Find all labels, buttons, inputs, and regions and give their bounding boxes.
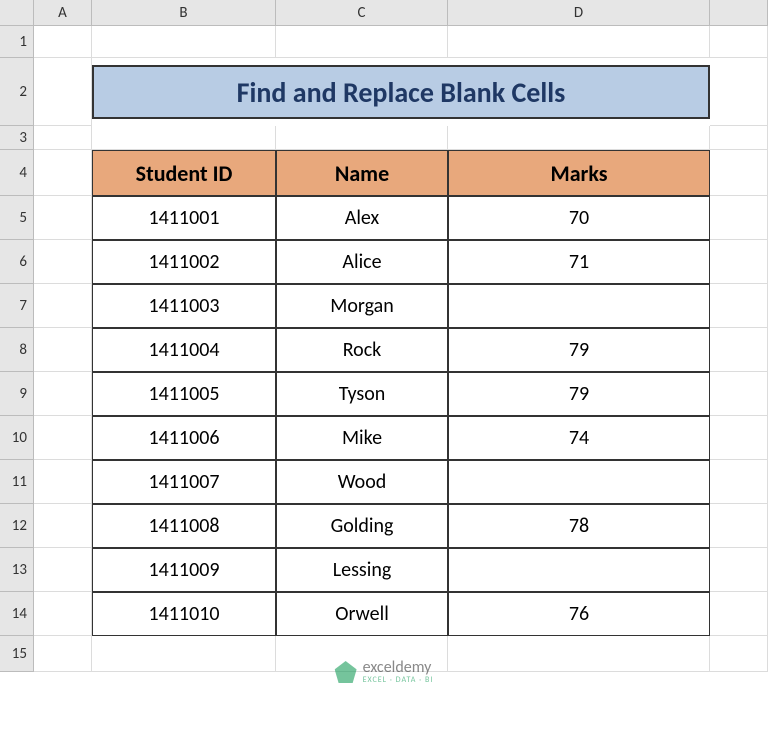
cell-E3[interactable] xyxy=(710,126,768,150)
cell-A12[interactable] xyxy=(34,504,92,548)
cell-A1[interactable] xyxy=(34,26,92,58)
cell-A7[interactable] xyxy=(34,284,92,328)
row-header-5[interactable]: 5 xyxy=(0,196,34,240)
row-header-6[interactable]: 6 xyxy=(0,240,34,284)
row-header-1[interactable]: 1 xyxy=(0,26,34,58)
cell-E4[interactable] xyxy=(710,150,768,196)
cell-D14[interactable]: 76 xyxy=(448,592,710,636)
col-header-A[interactable]: A xyxy=(34,0,92,26)
select-all-corner[interactable] xyxy=(0,0,34,26)
cell-B13[interactable]: 1411009 xyxy=(92,548,276,592)
cell-A15[interactable] xyxy=(34,636,92,672)
cell-D15[interactable] xyxy=(448,636,710,672)
cell-E15[interactable] xyxy=(710,636,768,672)
cell-C10[interactable]: Mike xyxy=(276,416,448,460)
cell-B7[interactable]: 1411003 xyxy=(92,284,276,328)
row-header-10[interactable]: 10 xyxy=(0,416,34,460)
row-header-12[interactable]: 12 xyxy=(0,504,34,548)
cell-C14[interactable]: Orwell xyxy=(276,592,448,636)
cell-C9[interactable]: Tyson xyxy=(276,372,448,416)
col-header-C[interactable]: C xyxy=(276,0,448,26)
cell-E12[interactable] xyxy=(710,504,768,548)
cell-D7[interactable] xyxy=(448,284,710,328)
cell-B1[interactable] xyxy=(92,26,276,58)
cell-D11[interactable] xyxy=(448,460,710,504)
row-header-9[interactable]: 9 xyxy=(0,372,34,416)
cell-A10[interactable] xyxy=(34,416,92,460)
cell-B9[interactable]: 1411005 xyxy=(92,372,276,416)
cell-B6[interactable]: 1411002 xyxy=(92,240,276,284)
cell-D3[interactable] xyxy=(448,126,710,150)
cell-C13[interactable]: Lessing xyxy=(276,548,448,592)
cell-A5[interactable] xyxy=(34,196,92,240)
cell-E10[interactable] xyxy=(710,416,768,460)
col-header-D[interactable]: D xyxy=(448,0,710,26)
cell-D5[interactable]: 70 xyxy=(448,196,710,240)
cell-E5[interactable] xyxy=(710,196,768,240)
cell-D10[interactable]: 74 xyxy=(448,416,710,460)
cell-E1[interactable] xyxy=(710,26,768,58)
cell-E11[interactable] xyxy=(710,460,768,504)
cell-C3[interactable] xyxy=(276,126,448,150)
cell-E13[interactable] xyxy=(710,548,768,592)
cell-B12[interactable]: 1411008 xyxy=(92,504,276,548)
cell-D8[interactable]: 79 xyxy=(448,328,710,372)
cell-B3[interactable] xyxy=(92,126,276,150)
title-text: Find and Replace Blank Cells xyxy=(92,65,710,119)
cell-C7[interactable]: Morgan xyxy=(276,284,448,328)
cell-C15[interactable] xyxy=(276,636,448,672)
cell-E2[interactable] xyxy=(710,58,768,126)
cell-B15[interactable] xyxy=(92,636,276,672)
row-header-7[interactable]: 7 xyxy=(0,284,34,328)
cell-A14[interactable] xyxy=(34,592,92,636)
table-header-marks[interactable]: Marks xyxy=(448,150,710,196)
cell-C8[interactable]: Rock xyxy=(276,328,448,372)
cell-A8[interactable] xyxy=(34,328,92,372)
col-header-E[interactable] xyxy=(710,0,768,26)
cell-C1[interactable] xyxy=(276,26,448,58)
cell-A2[interactable] xyxy=(34,58,92,126)
cell-A4[interactable] xyxy=(34,150,92,196)
row-header-14[interactable]: 14 xyxy=(0,592,34,636)
cell-B5[interactable]: 1411001 xyxy=(92,196,276,240)
row-header-15[interactable]: 15 xyxy=(0,636,34,672)
spreadsheet-grid: A B C D 1 2 3 4 5 6 7 8 9 10 11 12 13 14… xyxy=(0,0,768,672)
cell-E6[interactable] xyxy=(710,240,768,284)
row-header-3[interactable]: 3 xyxy=(0,126,34,150)
cell-B14[interactable]: 1411010 xyxy=(92,592,276,636)
cell-A13[interactable] xyxy=(34,548,92,592)
table-header-name[interactable]: Name xyxy=(276,150,448,196)
row-header-13[interactable]: 13 xyxy=(0,548,34,592)
cell-A11[interactable] xyxy=(34,460,92,504)
cell-title[interactable]: Find and Replace Blank Cells xyxy=(92,58,710,126)
cell-A6[interactable] xyxy=(34,240,92,284)
cell-C6[interactable]: Alice xyxy=(276,240,448,284)
row-header-2[interactable]: 2 xyxy=(0,58,34,126)
cell-E9[interactable] xyxy=(710,372,768,416)
cell-C5[interactable]: Alex xyxy=(276,196,448,240)
cell-A3[interactable] xyxy=(34,126,92,150)
cell-A9[interactable] xyxy=(34,372,92,416)
cell-D13[interactable] xyxy=(448,548,710,592)
cell-B8[interactable]: 1411004 xyxy=(92,328,276,372)
cell-E7[interactable] xyxy=(710,284,768,328)
cell-B11[interactable]: 1411007 xyxy=(92,460,276,504)
cell-D9[interactable]: 79 xyxy=(448,372,710,416)
watermark-tagline: EXCEL · DATA · BI xyxy=(363,676,434,684)
cell-B10[interactable]: 1411006 xyxy=(92,416,276,460)
cell-E14[interactable] xyxy=(710,592,768,636)
table-header-student-id[interactable]: Student ID xyxy=(92,150,276,196)
cell-E8[interactable] xyxy=(710,328,768,372)
cell-C12[interactable]: Golding xyxy=(276,504,448,548)
row-header-8[interactable]: 8 xyxy=(0,328,34,372)
cell-D6[interactable]: 71 xyxy=(448,240,710,284)
row-header-4[interactable]: 4 xyxy=(0,150,34,196)
cell-D1[interactable] xyxy=(448,26,710,58)
col-header-B[interactable]: B xyxy=(92,0,276,26)
row-header-11[interactable]: 11 xyxy=(0,460,34,504)
cell-C11[interactable]: Wood xyxy=(276,460,448,504)
cell-D12[interactable]: 78 xyxy=(448,504,710,548)
